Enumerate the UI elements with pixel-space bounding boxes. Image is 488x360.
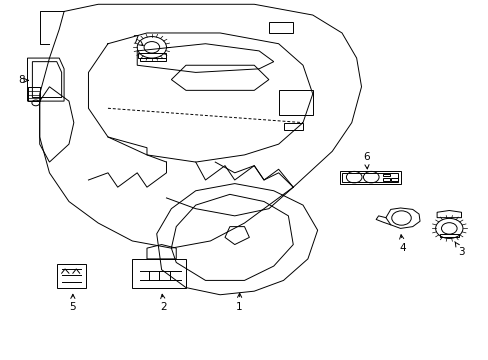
Text: 2: 2	[161, 294, 167, 312]
Text: 6: 6	[363, 152, 369, 169]
Bar	[383, 174, 389, 176]
Text: 3: 3	[454, 242, 464, 257]
Bar	[383, 178, 389, 181]
Text: 7: 7	[132, 35, 143, 46]
Text: 4: 4	[399, 235, 406, 253]
Bar	[390, 178, 397, 181]
Text: 1: 1	[236, 293, 243, 312]
Text: 8: 8	[19, 75, 28, 85]
Text: 5: 5	[69, 294, 76, 312]
